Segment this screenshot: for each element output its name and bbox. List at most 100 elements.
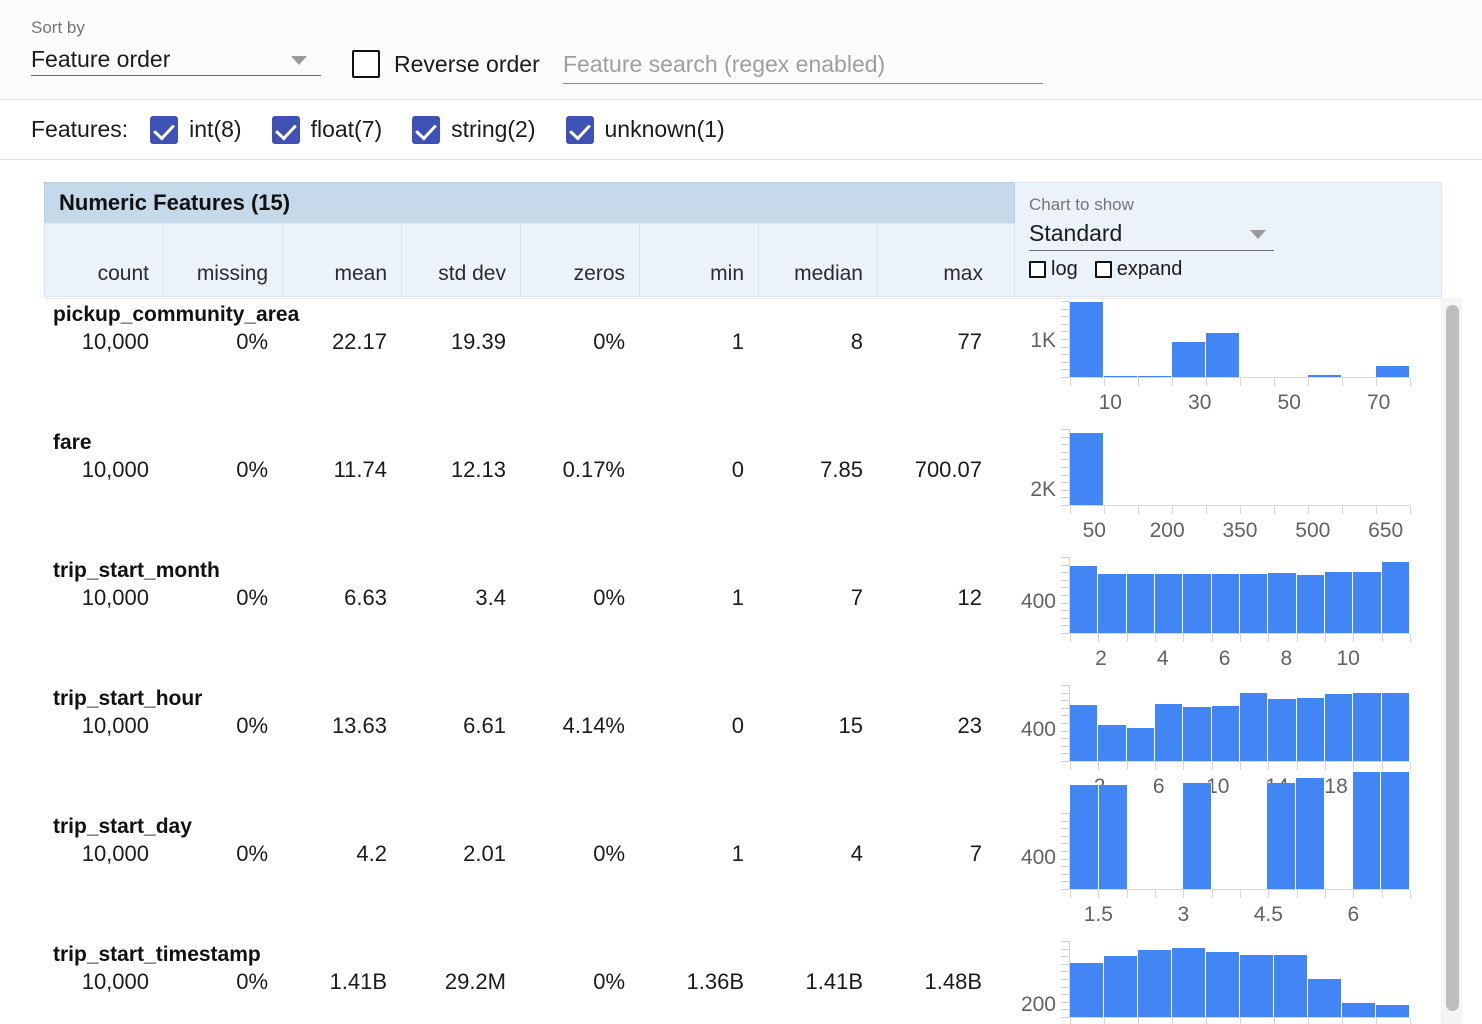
histogram-bar [1104, 956, 1138, 1017]
stat-max: 12 [957, 585, 982, 610]
expand-checkbox[interactable] [1094, 261, 1112, 278]
histogram-trip_start_day[interactable]: 400 1.5 3 4.5 6 [1015, 771, 1435, 937]
x-axis-tick [1381, 762, 1383, 770]
x-axis-tick [1104, 378, 1105, 386]
column-header-max[interactable]: max [943, 262, 983, 285]
features-checkbox-unknown-label: unknown(1) [604, 116, 725, 142]
features-checkbox-int[interactable]: int(8) [150, 115, 242, 144]
features-checkbox-string[interactable]: string(2) [412, 115, 536, 144]
y-axis-label: 200 [1020, 993, 1056, 1017]
stat-mean: 1.41B [329, 969, 388, 994]
x-axis-tick [1183, 762, 1185, 770]
y-axis-tick [1061, 813, 1070, 814]
y-axis-tick [1061, 738, 1070, 740]
histogram-bar [1154, 704, 1184, 761]
y-axis-tick [1061, 587, 1070, 589]
features-checkbox-float[interactable]: float(7) [271, 115, 383, 144]
vertical-scrollbar[interactable] [1441, 298, 1462, 1024]
y-axis-tick [1061, 1009, 1070, 1011]
histogram-bar [1324, 694, 1354, 761]
column-header-min[interactable]: min [640, 224, 759, 296]
y-axis-tick [1061, 715, 1070, 717]
x-axis-tick [1342, 1018, 1343, 1024]
checkbox-checked-icon[interactable] [565, 115, 594, 144]
x-axis-label: 6 [1347, 903, 1360, 926]
stat-zeros: 0% [593, 969, 625, 994]
y-axis-tick [1061, 557, 1070, 558]
y-axis-tick [1061, 685, 1070, 686]
chart-to-show-label: Chart to show [1029, 195, 1134, 214]
stat-min: 1 [731, 329, 744, 354]
feature-search-field[interactable] [563, 48, 1043, 84]
table-row[interactable]: trip_start_timestamp 10,000 0% 1.41B 29.2M 0%… [44, 937, 1015, 1024]
checkbox-unchecked-icon[interactable] [352, 50, 380, 78]
x-axis-tick [1070, 506, 1071, 514]
y-axis-tick [1061, 866, 1070, 868]
plot-area [1070, 685, 1410, 761]
features-checkbox-float-label: float(7) [310, 116, 383, 142]
column-header-zeros[interactable]: zeros [521, 224, 640, 296]
x-axis-tick [1274, 506, 1275, 514]
plot-area [1070, 557, 1410, 633]
checkbox-checked-icon[interactable] [412, 115, 441, 144]
chart-to-show-select[interactable]: Standard [1029, 219, 1274, 251]
x-axis-tick [1070, 634, 1071, 642]
histogram-bar [1206, 952, 1240, 1017]
x-axis-tick [1206, 1018, 1207, 1024]
stat-mean: 22.17 [331, 329, 387, 354]
x-axis-line [1070, 505, 1410, 506]
histogram-bar [1352, 771, 1382, 889]
histogram-trip_start_hour[interactable]: 4002610141822 [1015, 681, 1435, 809]
y-axis-label: 2K [1030, 477, 1056, 501]
reverse-order-checkbox[interactable]: Reverse order [352, 50, 540, 78]
x-axis-label: 6 [1218, 647, 1231, 670]
y-axis-tick [1061, 572, 1070, 574]
y-axis-tick [1061, 595, 1070, 596]
x-axis-tick [1138, 506, 1139, 514]
y-axis-tick [1061, 346, 1070, 348]
histogram-trip_start_month[interactable]: 400 2 4 6 8 10 [1015, 553, 1435, 681]
stat-missing: 0% [236, 457, 268, 482]
y-axis-tick [1061, 610, 1070, 612]
histogram-trip_start_timestamp[interactable]: 200 [1015, 937, 1435, 1024]
y-axis-tick [1061, 444, 1070, 446]
histogram-bar [1296, 575, 1325, 633]
x-axis-tick [1325, 890, 1326, 898]
stat-max: 77 [957, 329, 982, 354]
histogram-pickup_community_area[interactable]: 1K 10 30 50 70 [1015, 297, 1435, 425]
table-row[interactable]: trip_start_day 10,000 0% 4.2 2.01 0% 1 4 7 [44, 809, 1015, 937]
stat-missing: 0% [236, 841, 268, 866]
column-header-count[interactable]: count [45, 224, 164, 296]
table-row[interactable]: pickup_community_area 10,000 0% 22.17 19.39 0… [44, 297, 1015, 425]
stat-count: 10,000 [81, 329, 149, 354]
checkbox-checked-icon[interactable] [271, 115, 300, 144]
x-axis-tick [1206, 378, 1207, 386]
x-axis-tick [1353, 634, 1355, 642]
features-label: Features: [31, 116, 129, 142]
column-header-missing[interactable]: missing [164, 224, 283, 296]
table-row[interactable]: fare 10,000 0% 11.74 12.13 0.17% 0 7.85 700.07 [44, 425, 1015, 553]
y-axis-tick [1061, 881, 1070, 883]
table-row[interactable]: trip_start_month 10,000 0% 6.63 3.4 0% 1 7 12 [44, 553, 1015, 681]
column-header-std-dev[interactable]: std dev [402, 224, 521, 296]
histogram-fare[interactable]: 2K 50 200 350 500 650 [1015, 425, 1435, 553]
search-input[interactable] [563, 48, 1043, 80]
stat-min: 1 [731, 585, 744, 610]
histogram-bar [1070, 962, 1104, 1017]
stat-mean: 6.63 [344, 585, 387, 610]
x-axis-tick [1211, 762, 1213, 770]
features-checkbox-unknown[interactable]: unknown(1) [565, 115, 725, 144]
scrollbar-thumb[interactable] [1446, 305, 1459, 1011]
table-body: pickup_community_area 10,000 0% 22.17 19.39 0… [44, 297, 1015, 1024]
y-axis-tick [1061, 429, 1070, 430]
column-header-median[interactable]: median [759, 224, 878, 296]
histogram-bar [1098, 574, 1127, 633]
sort-by-select[interactable]: Feature order [31, 44, 321, 76]
stat-cells: 10,000 0% 13.63 6.61 4.14% 0 15 23 [44, 713, 1015, 739]
log-checkbox[interactable] [1029, 261, 1046, 278]
histogram-bar [1296, 778, 1325, 889]
column-header-mean[interactable]: mean [283, 224, 402, 296]
table-row[interactable]: trip_start_hour 10,000 0% 13.63 6.61 4.14% 0 15… [44, 681, 1015, 809]
stat-std-dev: 12.13 [450, 457, 506, 482]
checkbox-checked-icon[interactable] [150, 115, 179, 144]
